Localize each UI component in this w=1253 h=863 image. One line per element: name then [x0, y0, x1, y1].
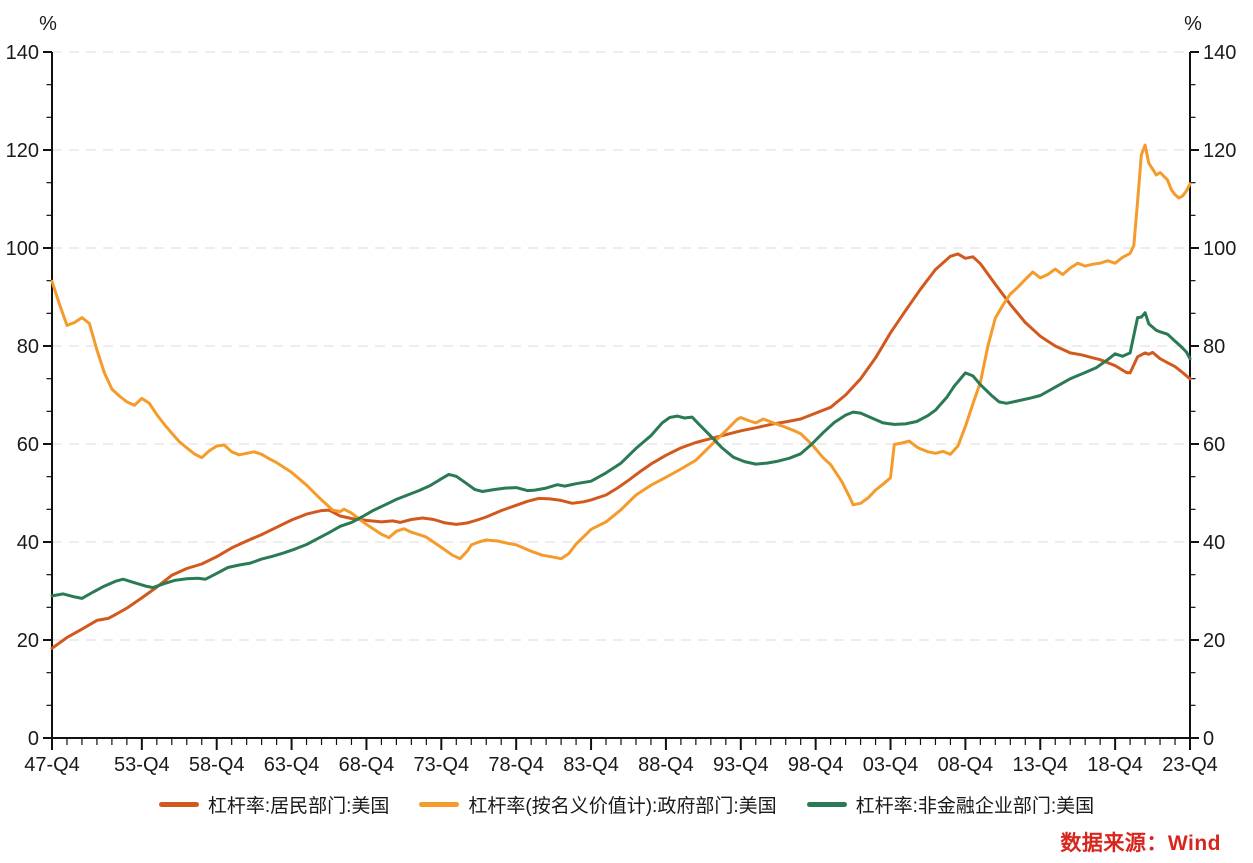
x-axis-tick-label: 68-Q4	[339, 754, 395, 776]
left-axis-unit-label: %	[39, 13, 57, 35]
legend-item-0: 杠杆率:居民部门:美国	[158, 791, 390, 818]
legend: 杠杆率:居民部门:美国 杠杆率(按名义价值计):政府部门:美国 杠杆率:非金融企业部…	[0, 791, 1253, 818]
x-axis-tick-label: 18-Q4	[1087, 754, 1143, 776]
legend-item-label: 杠杆率(按名义价值计):政府部门:美国	[468, 796, 777, 817]
y-axis-tick-label: 120	[6, 140, 39, 162]
x-axis-tick-label: 98-Q4	[788, 754, 844, 776]
y-axis-tick-label: 60	[1203, 434, 1225, 456]
y-axis-tick-label: 80	[1203, 336, 1225, 358]
legend-line-swatch-icon	[419, 802, 460, 807]
x-axis-tick-label: 83-Q4	[563, 754, 619, 776]
legend-item-2: 杠杆率:非金融企业部门:美国	[806, 791, 1095, 818]
y-axis-tick-label: 0	[1203, 728, 1214, 750]
x-axis-tick-label: 63-Q4	[264, 754, 320, 776]
series-line-0	[50, 252, 1192, 650]
series-line-1	[50, 143, 1192, 561]
x-axis-tick-label: 73-Q4	[414, 754, 470, 776]
source-note: 数据来源：Wind	[1060, 832, 1221, 855]
y-axis-tick-label: 0	[28, 728, 39, 750]
x-axis-tick-label: 88-Q4	[638, 754, 694, 776]
x-axis-tick-label: 03-Q4	[863, 754, 919, 776]
x-axis-tick-label: 08-Q4	[938, 754, 994, 776]
x-axis-tick-label: 53-Q4	[114, 754, 170, 776]
y-axis-tick-label: 20	[17, 630, 39, 652]
legend-item-label: 杠杆率:居民部门:美国	[207, 796, 390, 817]
y-axis-tick-label: 120	[1203, 140, 1236, 162]
x-axis-tick-label: 23-Q4	[1162, 754, 1218, 776]
legend-item-label: 杠杆率:非金融企业部门:美国	[855, 796, 1095, 817]
plot-area: % % 0 0 20 20 40 40 60 60 80 80 100 100 120 120 140 140…	[6, 13, 1237, 776]
y-axis-tick-label: 80	[17, 336, 39, 358]
y-axis-tick-label: 140	[6, 42, 39, 64]
right-axis-unit-label: %	[1184, 13, 1202, 35]
x-axis-tick-label: 13-Q4	[1012, 754, 1068, 776]
y-axis-tick-label: 20	[1203, 630, 1225, 652]
series-line-2	[50, 311, 1192, 600]
x-axis-tick-label: 58-Q4	[189, 754, 245, 776]
y-axis-tick-label: 60	[17, 434, 39, 456]
x-axis-tick-label: 78-Q4	[488, 754, 544, 776]
y-axis-tick-label: 140	[1203, 42, 1236, 64]
x-axis-tick-label: 93-Q4	[713, 754, 769, 776]
y-axis-tick-label: 100	[6, 238, 39, 260]
y-axis-tick-label: 40	[17, 532, 39, 554]
legend-line-swatch-icon	[158, 802, 199, 807]
x-axis-tick-label: 47-Q4	[24, 754, 80, 776]
legend-item-1: 杠杆率(按名义价值计):政府部门:美国	[419, 791, 777, 818]
legend-line-swatch-icon	[806, 802, 847, 807]
y-axis-tick-label: 100	[1203, 238, 1236, 260]
y-axis-tick-label: 40	[1203, 532, 1225, 554]
